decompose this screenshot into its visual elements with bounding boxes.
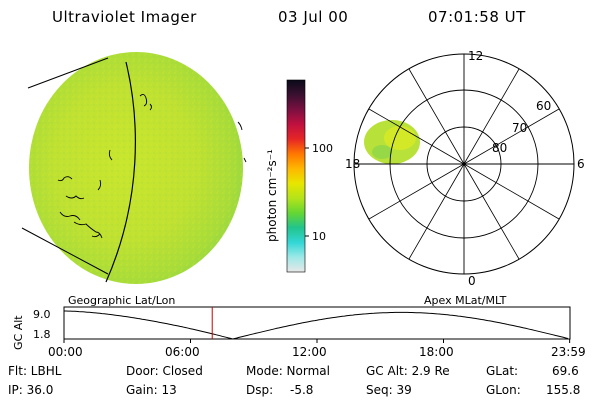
coastline bbox=[57, 93, 247, 239]
seq-info: Seq: 39 bbox=[366, 383, 412, 397]
observation-date: 03 Jul 00 bbox=[278, 8, 349, 26]
mode-info: Mode: Normal bbox=[246, 364, 330, 378]
gain-info: Gain: 13 bbox=[126, 383, 177, 397]
ip-info: IP: 36.0 bbox=[8, 383, 54, 397]
colorbar-tick-low: 10 bbox=[312, 230, 326, 243]
dsp-label: Dsp: bbox=[246, 383, 274, 397]
earth-image bbox=[21, 52, 247, 284]
observation-time: 07:01:58 UT bbox=[428, 8, 526, 26]
time-tick-1800: 18:00 bbox=[419, 345, 454, 359]
glon-value: 155.8 bbox=[546, 383, 581, 397]
altitude-timeline: Geographic Lat/Lon Apex MLat/MLT GC Alt … bbox=[12, 294, 571, 350]
gc-alt-info: GC Alt: 2.9 Re bbox=[366, 364, 450, 378]
dsp-value: -5.8 bbox=[290, 383, 314, 397]
glon-label: GLon: bbox=[486, 383, 521, 397]
lat-label-70: 70 bbox=[512, 121, 527, 135]
time-tick-2359: 23:59 bbox=[551, 345, 586, 359]
timeline-frame bbox=[63, 306, 571, 340]
colorbar-label: photon cm⁻²s⁻¹ bbox=[265, 149, 279, 242]
glat-label: GLat: bbox=[486, 364, 519, 378]
aurora-emission bbox=[364, 120, 420, 164]
orbit-altitude-curve bbox=[64, 310, 569, 340]
lat-label-80: 80 bbox=[492, 141, 507, 155]
terminator-line bbox=[105, 61, 136, 283]
colorbar: 100 10 photon cm⁻²s⁻¹ bbox=[265, 79, 333, 273]
y-max-label: 9.0 bbox=[33, 308, 51, 321]
door-info: Door: Closed bbox=[126, 364, 203, 378]
mlt-label-18: 18 bbox=[345, 157, 360, 171]
apex-title: Apex MLat/MLT bbox=[424, 294, 507, 307]
horizon-line-bottom bbox=[21, 227, 109, 275]
time-tick-0600: 06:00 bbox=[165, 345, 200, 359]
time-tick-1200: 12:00 bbox=[292, 345, 327, 359]
glat-value: 69.6 bbox=[552, 364, 579, 378]
instrument-title: Ultraviolet Imager bbox=[52, 8, 197, 26]
lat-label-60: 60 bbox=[536, 99, 551, 113]
mlt-label-0: 0 bbox=[468, 274, 476, 288]
geographic-title: Geographic Lat/Lon bbox=[68, 294, 175, 307]
time-tick-0000: 00:00 bbox=[48, 345, 83, 359]
mlt-label-12: 12 bbox=[468, 49, 483, 63]
polar-plot: 12 18 6 0 60 70 80 bbox=[345, 49, 585, 288]
mlt-label-6: 6 bbox=[577, 157, 585, 171]
y-min-label: 1.8 bbox=[33, 328, 51, 341]
gc-alt-axis-label: GC Alt bbox=[12, 315, 25, 350]
horizon-line-top bbox=[27, 57, 109, 89]
time-axis-ticks bbox=[63, 339, 571, 343]
filter-info: Flt: LBHL bbox=[8, 364, 62, 378]
colorbar-tick-high: 100 bbox=[312, 142, 333, 155]
